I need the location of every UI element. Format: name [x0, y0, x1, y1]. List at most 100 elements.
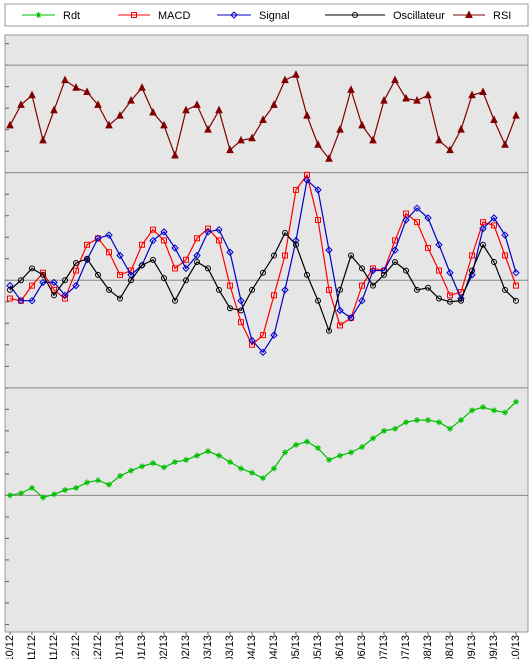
- point: [314, 140, 322, 148]
- point: [403, 210, 409, 217]
- point: [468, 90, 476, 99]
- point: [72, 281, 80, 290]
- point: [447, 298, 453, 305]
- point: [61, 75, 69, 84]
- point: [502, 409, 508, 416]
- point: [337, 452, 343, 459]
- point: [303, 176, 311, 184]
- point: [72, 83, 80, 91]
- point: [468, 271, 476, 279]
- point: [161, 275, 167, 282]
- x-tick-label: 01/11/12: [26, 635, 38, 659]
- series: [6, 176, 520, 357]
- point: [95, 271, 101, 278]
- point: [512, 269, 520, 277]
- series: [7, 171, 519, 348]
- point: [216, 286, 222, 293]
- point: [260, 269, 266, 276]
- x-tick-label: 14/08/13: [422, 635, 434, 659]
- point: [18, 277, 24, 284]
- point: [204, 125, 212, 133]
- point: [62, 277, 68, 284]
- point: [501, 231, 509, 239]
- point: [139, 262, 145, 269]
- point: [414, 417, 420, 424]
- point: [315, 297, 321, 304]
- point: [128, 277, 134, 284]
- point: [215, 225, 223, 234]
- x-tick-label: 28/06/13: [356, 635, 368, 659]
- legend-marker: [131, 12, 137, 18]
- point: [359, 443, 365, 450]
- x-tick-label: 13/06/13: [334, 635, 346, 659]
- plot-area: [4, 34, 529, 633]
- point: [150, 460, 156, 467]
- x-tick-label: 29/05/13: [312, 635, 324, 659]
- point: [183, 256, 189, 263]
- point: [480, 219, 486, 226]
- point: [502, 252, 508, 259]
- legend-label: Rdt: [63, 10, 80, 22]
- point: [281, 75, 289, 84]
- point: [260, 332, 266, 339]
- point: [127, 95, 135, 104]
- point: [226, 145, 234, 154]
- point: [73, 260, 79, 267]
- point: [391, 75, 399, 84]
- point: [29, 265, 35, 272]
- point: [160, 120, 168, 129]
- point: [479, 87, 487, 96]
- point: [359, 265, 365, 272]
- x-tick-label: 06/02/13: [158, 635, 170, 659]
- point: [359, 282, 365, 289]
- point: [369, 266, 377, 275]
- x-tick-label: 29/08/13: [444, 635, 456, 659]
- point: [17, 296, 25, 305]
- point: [413, 95, 421, 104]
- point: [259, 348, 267, 357]
- point: [50, 105, 58, 114]
- point: [271, 252, 277, 259]
- point: [513, 282, 519, 289]
- x-tick-label: 26/04/13: [268, 635, 280, 659]
- point: [424, 214, 432, 222]
- point: [172, 297, 178, 304]
- point: [116, 251, 124, 260]
- point: [205, 225, 211, 232]
- point: [205, 448, 211, 455]
- x-tick-label: 18/12/12: [92, 635, 104, 659]
- point: [479, 224, 487, 233]
- point: [237, 296, 245, 305]
- legend-marker: [230, 11, 238, 19]
- series-line: [9, 179, 517, 354]
- point: [447, 425, 453, 432]
- point: [29, 484, 35, 491]
- point: [18, 490, 24, 497]
- series-line: [9, 231, 517, 333]
- x-tick-label: 08/03/13: [202, 635, 214, 659]
- point: [128, 467, 134, 474]
- point: [424, 90, 432, 99]
- point: [402, 216, 410, 224]
- point: [117, 271, 123, 278]
- point: [402, 93, 410, 102]
- point: [204, 228, 212, 236]
- point: [226, 248, 234, 256]
- point: [292, 70, 300, 78]
- point: [249, 469, 255, 476]
- point: [337, 286, 343, 293]
- point: [84, 255, 90, 262]
- point: [425, 284, 431, 291]
- point: [414, 286, 420, 293]
- point: [260, 475, 266, 482]
- point: [61, 291, 69, 300]
- legend-label: MACD: [158, 10, 190, 22]
- point: [304, 271, 310, 278]
- point: [469, 252, 475, 259]
- point: [94, 234, 102, 243]
- point: [73, 484, 79, 491]
- point: [259, 115, 267, 123]
- point: [403, 419, 409, 426]
- point: [84, 479, 90, 486]
